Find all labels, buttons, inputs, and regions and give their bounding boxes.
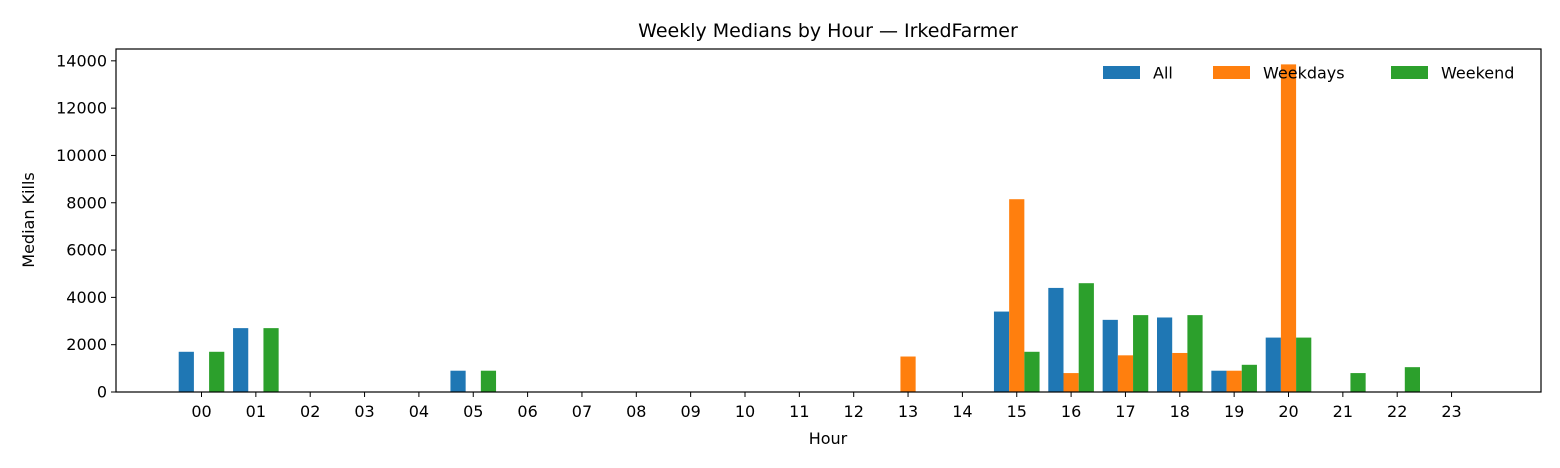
bar-weekend-19 [1241,364,1257,392]
x-tick-label: 05 [463,402,483,421]
x-tick-label: 18 [1170,402,1190,421]
x-tick-label: 13 [898,402,918,421]
bar-weekend-16 [1078,283,1094,392]
x-ticks: 00 01 02 03 04 05 06 07 08 09 10 11 12 13 14 15 16 17 18 19… [191,392,1462,421]
plot-frame [115,48,1542,393]
x-axis-title: Hour [809,429,848,448]
bar-weekdays-20 [1280,64,1297,392]
x-tick-label: 10 [735,402,755,421]
x-tick-label: 19 [1224,402,1244,421]
bar-weekend-05 [480,370,497,392]
legend-label-weekdays: Weekdays [1263,64,1345,83]
bar-all-17 [1102,319,1118,392]
x-tick-label: 17 [1115,402,1135,421]
legend-swatch-weekdays [1213,66,1250,79]
y-tick-label: 14000 [56,51,107,70]
x-tick-label: 04 [409,402,429,421]
x-tick-label: 06 [517,402,537,421]
x-tick-label: 11 [789,402,809,421]
x-tick-label: 22 [1387,402,1407,421]
x-tick-label: 15 [1007,402,1027,421]
bar-weekend-01 [263,328,279,392]
x-tick-label: 09 [680,402,700,421]
bar-weekdays-19 [1226,370,1242,392]
x-tick-label: 03 [354,402,374,421]
legend-label-weekend: Weekend [1441,64,1514,83]
bar-all-15 [993,311,1010,392]
y-tick-label: 0 [97,383,107,402]
bar-all-18 [1157,317,1173,392]
x-tick-label: 08 [626,402,646,421]
bar-all-16 [1048,287,1064,392]
legend-swatch-all [1103,66,1140,79]
x-tick-label: 02 [300,402,320,421]
x-tick-label: 12 [844,402,864,421]
bar-weekdays-13 [900,356,916,392]
bar-all-05 [450,370,466,392]
bar-weekend-17 [1133,315,1149,392]
legend-label-all: All [1153,64,1173,83]
chart-title: Weekly Medians by Hour — IrkedFarmer [638,20,1018,42]
x-tick-label: 21 [1333,402,1353,421]
y-tick-label: 6000 [66,241,107,260]
bar-weekend-18 [1187,315,1203,392]
bar-all-01 [233,328,249,392]
bar-weekend-20 [1296,337,1312,392]
bar-weekdays-18 [1172,352,1188,392]
bar-weekdays-15 [1009,199,1025,392]
x-tick-label: 16 [1061,402,1081,421]
x-tick-label: 23 [1441,402,1461,421]
x-tick-label: 14 [952,402,972,421]
bars-group [178,64,1420,392]
y-tick-label: 12000 [56,99,107,118]
bar-weekend-21 [1350,373,1366,392]
bar-weekdays-17 [1117,355,1134,392]
bar-all-20 [1265,337,1281,392]
x-tick-label: 07 [572,402,592,421]
y-tick-label: 8000 [66,193,107,212]
bar-weekend-15 [1024,351,1040,392]
x-tick-label: 01 [246,402,266,421]
x-tick-label: 00 [191,402,211,421]
x-tick-label: 20 [1278,402,1298,421]
bar-weekdays-16 [1063,373,1079,392]
bar-all-19 [1211,370,1227,392]
legend-swatch-weekend [1391,66,1428,79]
y-ticks: 0 2000 4000 6000 8000 10000 12000 14000 [56,51,116,402]
y-tick-label: 10000 [56,146,107,165]
bar-weekend-00 [209,351,225,392]
y-tick-label: 4000 [66,288,107,307]
legend: All Weekdays Weekend [1103,64,1514,83]
y-axis-title: Median Kills [19,172,38,267]
bar-weekend-22 [1404,367,1420,392]
y-tick-label: 2000 [66,335,107,354]
bar-all-00 [178,351,194,392]
